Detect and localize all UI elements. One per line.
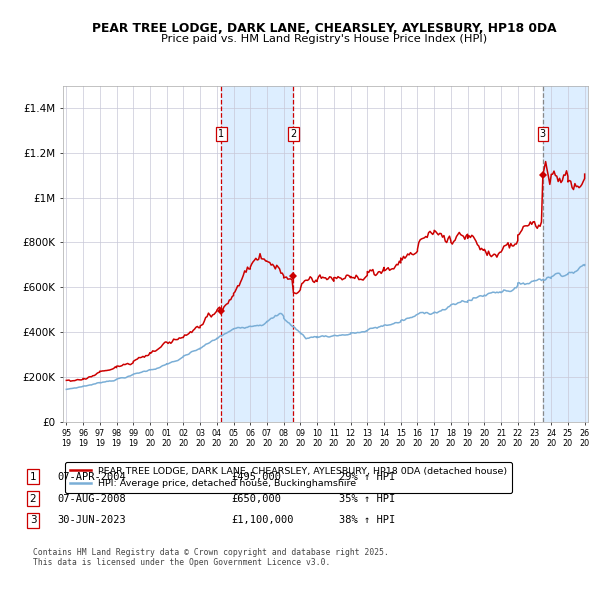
Text: 35% ↑ HPI: 35% ↑ HPI — [339, 494, 395, 503]
Text: 38% ↑ HPI: 38% ↑ HPI — [339, 516, 395, 525]
Text: Price paid vs. HM Land Registry's House Price Index (HPI): Price paid vs. HM Land Registry's House … — [161, 34, 487, 44]
Text: 2: 2 — [290, 129, 296, 139]
Bar — [221, 86, 293, 422]
Text: 1: 1 — [218, 129, 224, 139]
Text: £650,000: £650,000 — [231, 494, 281, 503]
Legend: PEAR TREE LODGE, DARK LANE, CHEARSLEY, AYLESBURY, HP18 0DA (detached house), HPI: PEAR TREE LODGE, DARK LANE, CHEARSLEY, A… — [65, 462, 512, 493]
Text: This data is licensed under the Open Government Licence v3.0.: This data is licensed under the Open Gov… — [33, 558, 331, 566]
Text: 07-APR-2004: 07-APR-2004 — [57, 472, 126, 481]
Text: 30-JUN-2023: 30-JUN-2023 — [57, 516, 126, 525]
Text: PEAR TREE LODGE, DARK LANE, CHEARSLEY, AYLESBURY, HP18 0DA: PEAR TREE LODGE, DARK LANE, CHEARSLEY, A… — [92, 22, 556, 35]
Text: 3: 3 — [29, 516, 37, 525]
Text: 3: 3 — [540, 129, 546, 139]
Text: 29% ↑ HPI: 29% ↑ HPI — [339, 472, 395, 481]
Text: 1: 1 — [29, 472, 37, 481]
Text: 2: 2 — [29, 494, 37, 503]
Text: £1,100,000: £1,100,000 — [231, 516, 293, 525]
Text: Contains HM Land Registry data © Crown copyright and database right 2025.: Contains HM Land Registry data © Crown c… — [33, 548, 389, 556]
Text: 07-AUG-2008: 07-AUG-2008 — [57, 494, 126, 503]
Bar — [543, 86, 593, 422]
Text: £495,000: £495,000 — [231, 472, 281, 481]
